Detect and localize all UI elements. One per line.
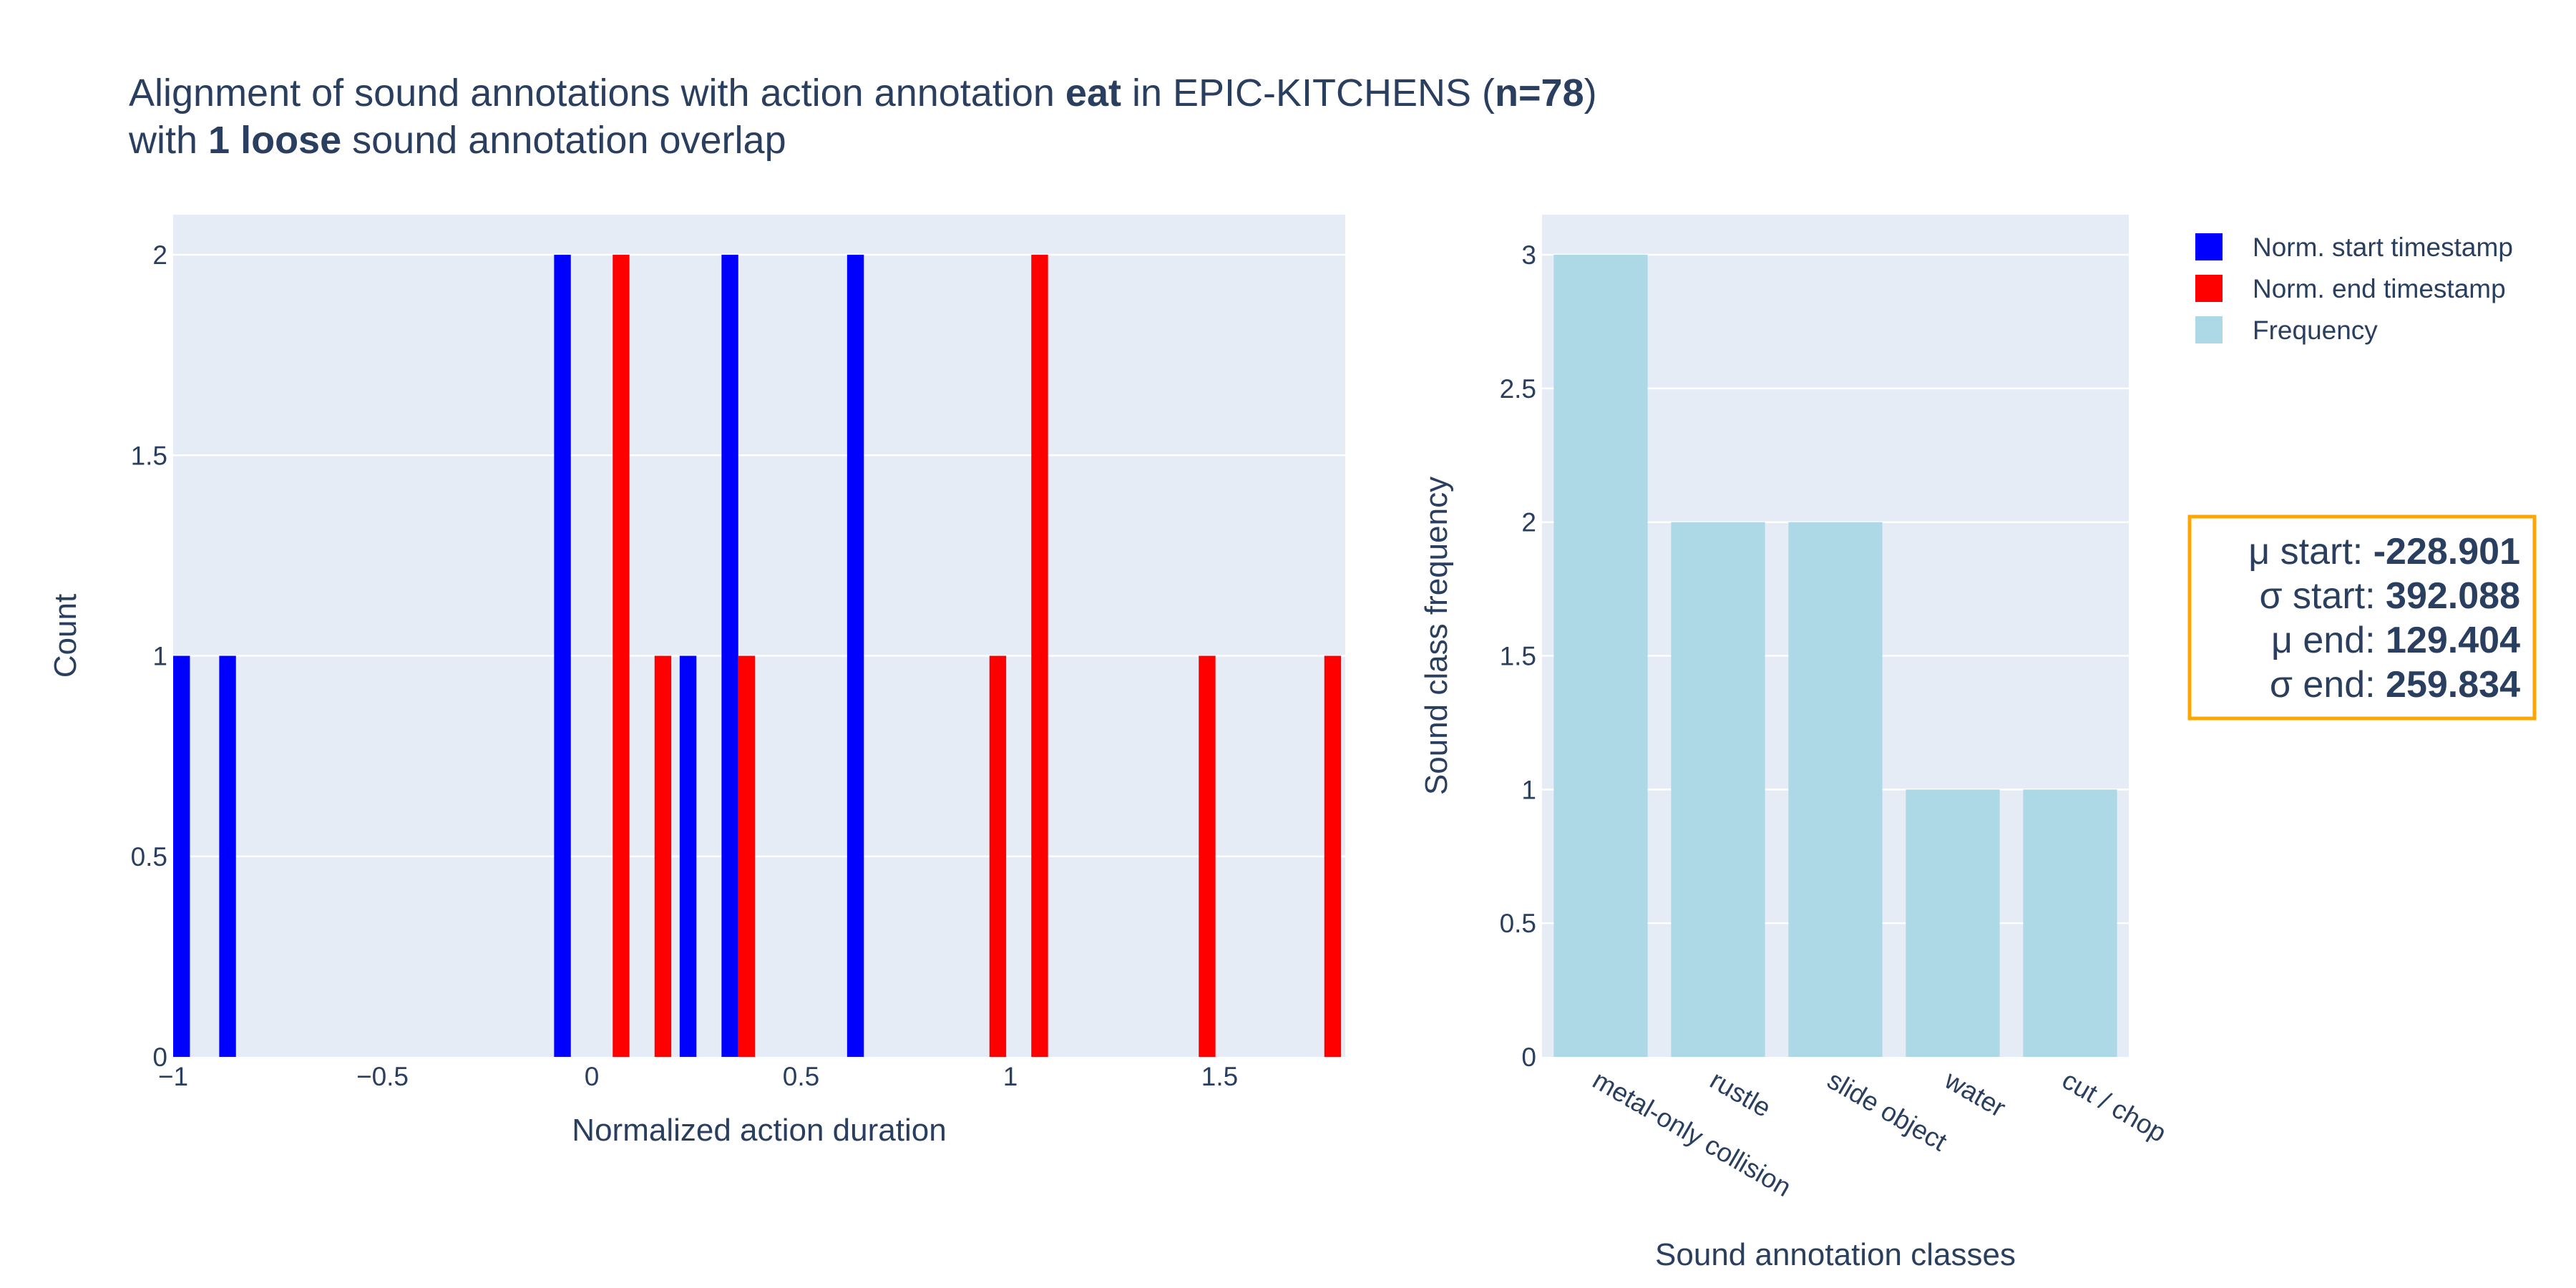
title-line-2: with 1 loose sound annotation overlap	[128, 119, 786, 162]
category-label: metal-only collision	[1588, 1065, 1796, 1202]
x-tick-label: −0.5	[356, 1062, 409, 1091]
end-bar	[1199, 655, 1216, 1057]
chart-title: Alignment of sound annotations with acti…	[128, 72, 1597, 162]
legend-swatch	[2195, 316, 2223, 343]
y-tick-label: 3	[1521, 240, 1536, 270]
x-tick-label: 1	[1003, 1062, 1018, 1091]
frequency-bar	[1788, 522, 1883, 1057]
y-tick-label: 0.5	[131, 842, 167, 872]
start-bar	[219, 655, 236, 1057]
category-label: cut / chop	[2057, 1065, 2171, 1148]
frequency-bar	[1671, 522, 1765, 1057]
y-tick-label: 0.5	[1500, 909, 1536, 938]
y-tick-label: 1.5	[1500, 642, 1536, 671]
legend-label: Norm. end timestamp	[2253, 274, 2506, 303]
x-tick-label: −1	[158, 1062, 188, 1091]
y-tick-label: 1	[1521, 775, 1536, 804]
stats-line: μ end: 129.404	[2271, 620, 2520, 661]
start-bar	[554, 255, 571, 1057]
y-tick-label: 1.5	[131, 441, 167, 470]
end-bar	[613, 255, 630, 1057]
stats-line: σ start: 392.088	[2259, 575, 2520, 617]
start-bar	[173, 655, 190, 1057]
x-tick-label: 0.5	[783, 1062, 819, 1091]
y-tick-label: 2	[152, 240, 167, 270]
histogram-plot: 0 0.5 1 1.5 2 −1 −0.5 0 0.5 1 1.5 Normalized action…	[48, 215, 1345, 1148]
y-axis-title: Sound class frequency	[1419, 477, 1454, 795]
x-axis-title: Normalized action duration	[572, 1113, 946, 1148]
end-bar	[1324, 655, 1342, 1057]
category-label: water	[1939, 1065, 2011, 1123]
legend[interactable]: Norm. start timestamp Norm. end timestamp…	[2195, 233, 2513, 345]
x-axis-title: Sound annotation classes	[1655, 1237, 2016, 1272]
category-label: rustle	[1705, 1065, 1776, 1123]
frequency-bar	[1553, 255, 1648, 1057]
start-bar	[721, 255, 738, 1057]
title-line-1: Alignment of sound annotations with acti…	[129, 72, 1597, 114]
end-bar	[654, 655, 672, 1057]
legend-swatch	[2195, 233, 2223, 260]
frequency-bar	[1906, 789, 2000, 1057]
start-bar	[847, 255, 864, 1057]
stats-border	[2187, 514, 2537, 721]
legend-label: Frequency	[2253, 316, 2378, 345]
end-bar	[738, 655, 756, 1057]
frequency-bar	[2023, 789, 2117, 1057]
plot-background	[173, 215, 1345, 1057]
end-bar	[989, 655, 1007, 1057]
y-tick-label: 2	[1521, 508, 1536, 537]
x-tick-label: 0	[585, 1062, 600, 1091]
x-tick-label: 1.5	[1201, 1062, 1238, 1091]
legend-label: Norm. start timestamp	[2253, 233, 2513, 262]
y-tick-label: 2.5	[1500, 374, 1536, 404]
stats-line: μ start: -228.901	[2248, 531, 2520, 572]
end-bar	[1031, 255, 1048, 1057]
y-tick-label: 1	[152, 642, 167, 671]
y-axis-title: Count	[48, 594, 83, 678]
stats-line: σ end: 259.834	[2270, 664, 2520, 706]
legend-swatch	[2195, 275, 2223, 302]
y-tick-label: 0	[152, 1043, 167, 1072]
y-tick-label: 0	[1521, 1043, 1536, 1072]
start-bar	[679, 655, 697, 1057]
category-label: slide object	[1823, 1065, 1952, 1156]
